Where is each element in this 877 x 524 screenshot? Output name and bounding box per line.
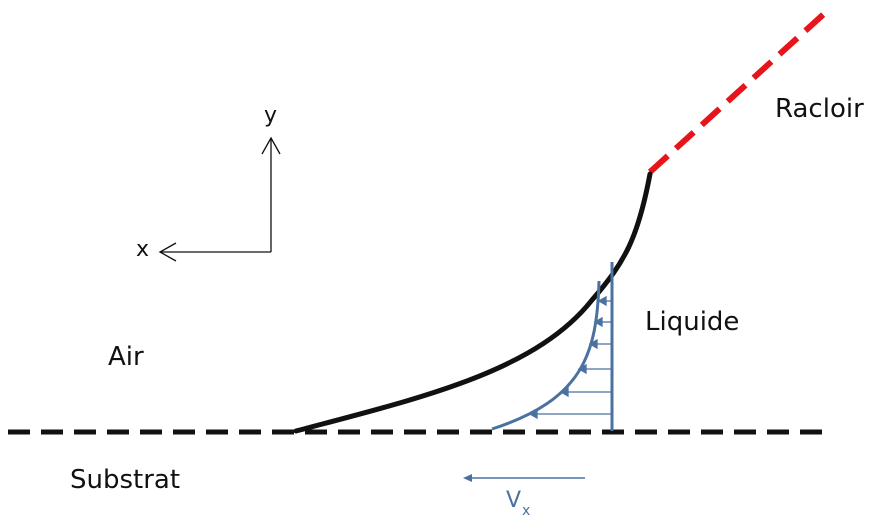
velocity-arrowhead-2: [593, 316, 603, 328]
velocity-arrowhead-6: [528, 408, 538, 420]
liquide-label: Liquide: [645, 307, 739, 337]
air-label: Air: [108, 342, 144, 372]
y-axis-arrowhead-icon: [261, 136, 281, 155]
racloir-label: Racloir: [775, 94, 864, 124]
vx-arrow: [463, 474, 585, 482]
racloir-blade: [647, 9, 829, 175]
free-surface-curve: [293, 171, 653, 434]
vx-subscript-label: x: [522, 503, 530, 519]
velocity-arrowhead-4: [577, 363, 587, 375]
axis-system: [158, 136, 281, 262]
x-axis-arrowhead-icon: [158, 242, 177, 262]
vx-label: V: [506, 488, 521, 513]
velocity-profile-curve: [491, 280, 601, 431]
velocity-arrowhead-5: [559, 386, 569, 398]
velocity-arrowhead-1: [597, 295, 607, 307]
substrat-label: Substrat: [70, 465, 180, 495]
x-axis-label: x: [136, 237, 149, 262]
vx-arrowhead-icon: [463, 474, 472, 482]
velocity-arrows: [528, 295, 612, 420]
y-axis-label: y: [264, 103, 277, 128]
velocity-arrowhead-3: [588, 338, 598, 350]
